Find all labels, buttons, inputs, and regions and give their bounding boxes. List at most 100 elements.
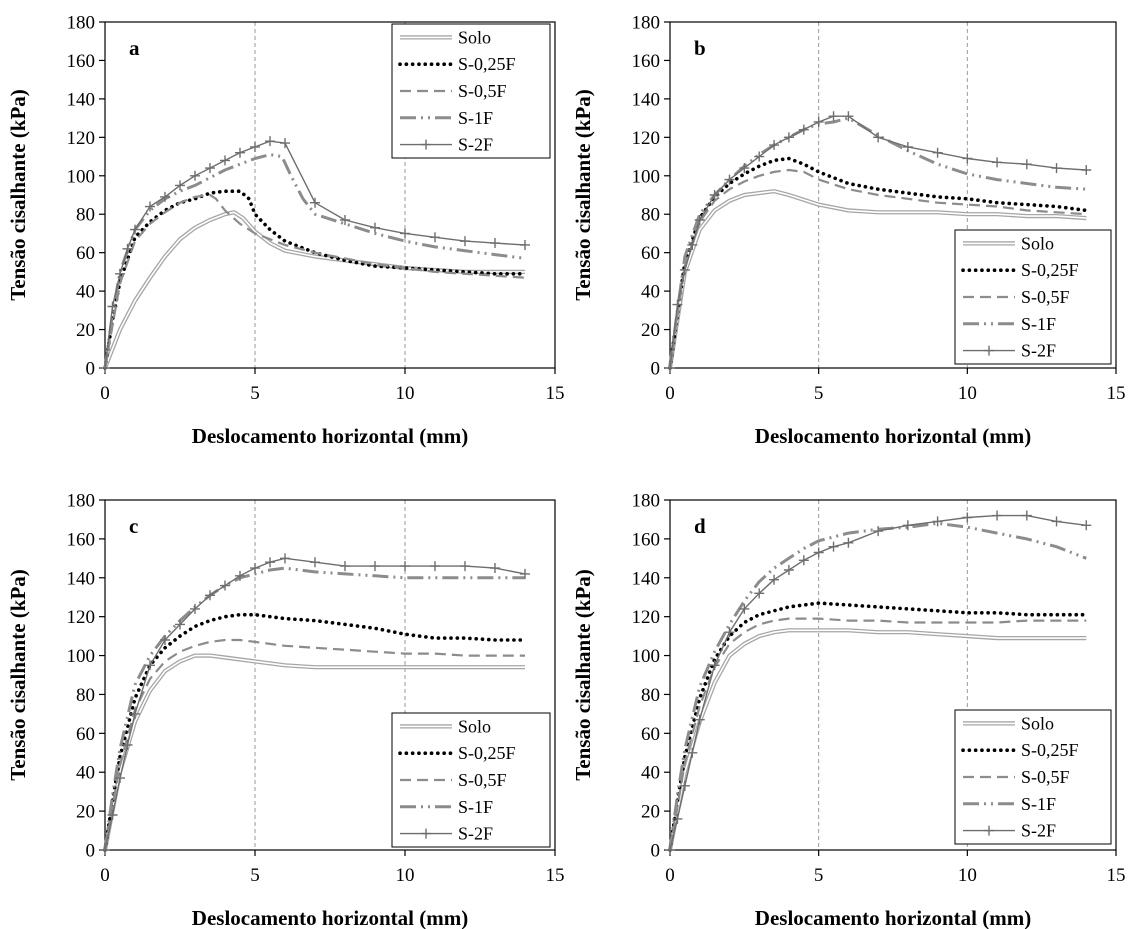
marker-S-2F: [694, 214, 705, 225]
legend-label: S-0,25F: [1021, 260, 1079, 280]
marker-S-2F: [932, 516, 943, 527]
marker-S-2F: [430, 561, 440, 572]
y-tick-label: 100: [632, 166, 661, 187]
marker-S-2F: [798, 124, 809, 135]
marker-S-2F: [370, 561, 380, 572]
y-tick-label: 80: [641, 685, 660, 706]
y-tick-label: 180: [67, 13, 96, 34]
marker-S-2F: [130, 708, 140, 719]
marker-S-2F: [687, 239, 698, 250]
x-tick-label: 15: [546, 383, 565, 404]
marker-S-2F: [665, 363, 675, 373]
chart-panel-a: 0 20 40 60 80 100 120 140 160 180 0 5 10 15 Deslocamen…: [6, 13, 565, 449]
legend-label: S-1F: [458, 108, 493, 128]
marker-S-2F: [672, 299, 683, 310]
marker-S-2F: [932, 147, 943, 158]
y-tick-label: 60: [641, 724, 660, 745]
marker-S-2F: [902, 141, 913, 152]
series-line-S-1F: [668, 116, 1087, 369]
marker-S-2F: [709, 660, 720, 671]
y-tick-label: 140: [67, 568, 96, 589]
marker-S-2F: [107, 810, 118, 820]
marker-S-2F: [1051, 163, 1062, 174]
marker-S-2F: [460, 236, 470, 247]
plot-area: [669, 499, 1117, 851]
x-tick-label: 15: [546, 865, 565, 886]
y-axis-title: Tensão cisalhante (kPa): [571, 89, 595, 301]
legend-label: S-0,5F: [1021, 287, 1070, 307]
marker-S-2F: [992, 510, 1003, 521]
marker-S-2F: [724, 174, 735, 185]
marker-S-2F: [783, 132, 794, 143]
legend-label: S-0,5F: [458, 81, 507, 101]
legend-label: S-0,25F: [1021, 740, 1079, 760]
series-line-S-1F: [103, 153, 526, 369]
panel-label: a: [129, 36, 140, 60]
y-tick-label: 60: [76, 724, 95, 745]
y-tick-label: 40: [76, 282, 95, 303]
y-tick-label: 100: [67, 166, 96, 187]
y-tick-label: 20: [641, 802, 660, 823]
marker-S-2F: [430, 232, 440, 243]
marker-S-2F: [160, 635, 170, 645]
x-tick-label: 0: [100, 383, 110, 404]
x-tick-label: 5: [814, 865, 824, 886]
marker-S-2F: [340, 561, 350, 572]
legend-marker: [984, 825, 994, 836]
marker-S-2F: [115, 773, 125, 784]
marker-S-2F: [280, 138, 290, 149]
legend-label: Solo: [458, 716, 491, 736]
marker-S-2F: [490, 238, 500, 249]
chart-panel-b: 0 20 40 60 80 100 120 140 160 180 0 5 10 15 Deslocamen…: [571, 13, 1126, 449]
marker-S-2F: [843, 537, 854, 548]
legend-label: Solo: [1021, 233, 1054, 253]
y-tick-label: 60: [76, 243, 95, 264]
legend-marker: [984, 345, 994, 356]
marker-S-2F: [490, 563, 500, 574]
legend-label: S-0,25F: [458, 54, 516, 74]
marker-S-2F: [798, 555, 809, 566]
marker-S-2F: [724, 627, 735, 638]
legend-label: Solo: [1021, 713, 1054, 733]
x-tick-label: 10: [958, 865, 977, 886]
legend-label: S-1F: [1021, 794, 1056, 814]
y-tick-label: 40: [76, 763, 95, 784]
marker-S-2F: [679, 264, 690, 275]
legend-label: S-0,5F: [1021, 767, 1070, 787]
marker-S-2F: [265, 557, 275, 568]
series-line-inner-Solo: [669, 629, 1087, 851]
series-line-S-0,5F: [668, 168, 1087, 369]
y-axis-title: Tensão cisalhante (kPa): [6, 89, 30, 301]
marker-S-2F: [122, 740, 133, 750]
plot-area: [104, 499, 556, 851]
marker-S-2F: [190, 603, 200, 614]
y-axis-title: Tensão cisalhante (kPa): [6, 569, 30, 781]
y-tick-label: 20: [641, 320, 660, 341]
series-line-S-1F: [668, 521, 1087, 851]
y-tick-label: 40: [641, 763, 660, 784]
y-tick-label: 80: [76, 685, 95, 706]
y-tick-label: 0: [86, 359, 96, 380]
y-tick-label: 100: [632, 646, 661, 667]
x-tick-label: 5: [250, 865, 260, 886]
y-tick-label: 160: [67, 529, 96, 550]
legend-label: S-1F: [1021, 314, 1056, 334]
marker-S-2F: [709, 190, 720, 200]
y-tick-label: 180: [632, 491, 661, 512]
marker-S-2F: [843, 111, 854, 122]
marker-S-2F: [100, 845, 110, 855]
marker-S-2F: [694, 714, 705, 725]
y-tick-label: 160: [632, 51, 661, 72]
marker-S-2F: [205, 163, 215, 174]
series-line-S-1F: [103, 566, 525, 851]
marker-S-2F: [205, 590, 215, 601]
y-tick-label: 120: [632, 607, 661, 628]
marker-S-2F: [813, 547, 824, 558]
marker-S-2F: [1021, 510, 1032, 521]
plot-area: [669, 21, 1117, 369]
marker-S-2F: [250, 141, 260, 152]
x-tick-label: 10: [958, 383, 977, 404]
marker-S-2F: [769, 140, 780, 151]
chart-panel-c: 0 20 40 60 80 100 120 140 160 180 0 5 10 15 Deslocamen…: [6, 491, 565, 929]
